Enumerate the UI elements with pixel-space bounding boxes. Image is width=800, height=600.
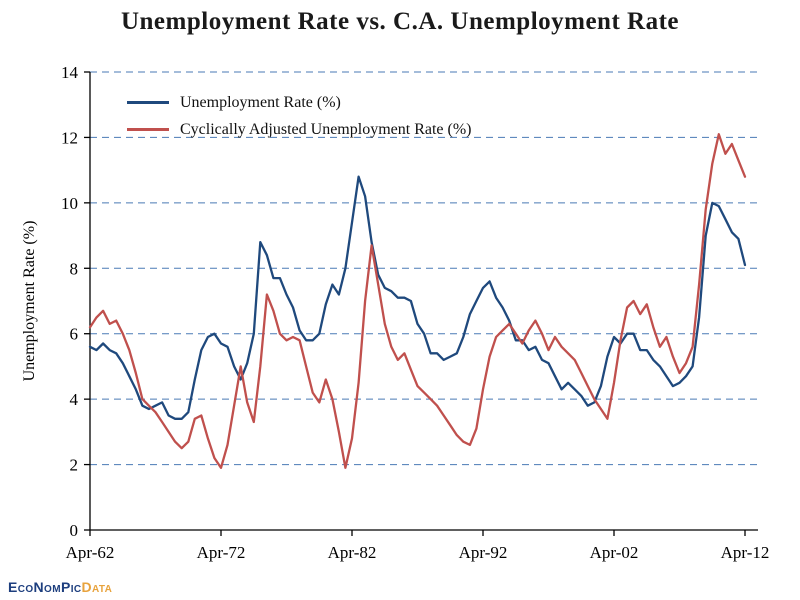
legend-label-ca-unemployment-rate: Cyclically Adjusted Unemployment Rate (%… bbox=[180, 120, 472, 138]
y-tick-label: 10 bbox=[61, 194, 78, 213]
y-axis-title: Unemployment Rate (%) bbox=[21, 220, 38, 382]
legend-item-unemployment-rate: Unemployment Rate (%) bbox=[127, 89, 472, 116]
x-tick-label: Apr-62 bbox=[66, 543, 115, 562]
chart-title: Unemployment Rate vs. C.A. Unemployment … bbox=[120, 8, 680, 35]
y-tick-label: 0 bbox=[70, 521, 79, 540]
y-tick-label: 14 bbox=[61, 63, 79, 82]
legend-line-swatch-blue bbox=[127, 101, 169, 104]
y-tick-label: 12 bbox=[61, 128, 78, 147]
x-tick-label: Apr-82 bbox=[328, 543, 377, 562]
axes bbox=[84, 71, 758, 536]
x-tick-label: Apr-02 bbox=[590, 543, 639, 562]
y-tick-label: 6 bbox=[70, 325, 79, 344]
logo-text-accent: Data bbox=[81, 579, 113, 595]
legend: Unemployment Rate (%) Cyclically Adjuste… bbox=[127, 89, 472, 143]
series-line-unemployment-rate bbox=[88, 175, 747, 420]
legend-item-ca-unemployment-rate: Cyclically Adjusted Unemployment Rate (%… bbox=[127, 116, 472, 143]
x-tick-labels: Apr-62 Apr-72 Apr-82 Apr-92 Apr-02 Apr-12 bbox=[66, 543, 770, 562]
x-tick-label: Apr-12 bbox=[721, 543, 770, 562]
x-tick-label: Apr-72 bbox=[197, 543, 246, 562]
series-line-ca-unemployment-rate bbox=[88, 133, 747, 469]
legend-line-swatch-red bbox=[127, 128, 169, 131]
gridlines bbox=[90, 71, 758, 466]
y-tick-label: 8 bbox=[70, 259, 79, 278]
logo-text-main: EcoNomPic bbox=[8, 579, 82, 595]
legend-label-unemployment-rate: Unemployment Rate (%) bbox=[180, 93, 341, 111]
x-tick-label: Apr-92 bbox=[459, 543, 508, 562]
y-tick-labels: 0 2 4 6 8 10 12 14 bbox=[61, 63, 79, 540]
y-tick-label: 2 bbox=[70, 456, 79, 475]
econompic-logo: EcoNomPicData bbox=[8, 579, 112, 595]
y-tick-label: 4 bbox=[70, 390, 79, 409]
